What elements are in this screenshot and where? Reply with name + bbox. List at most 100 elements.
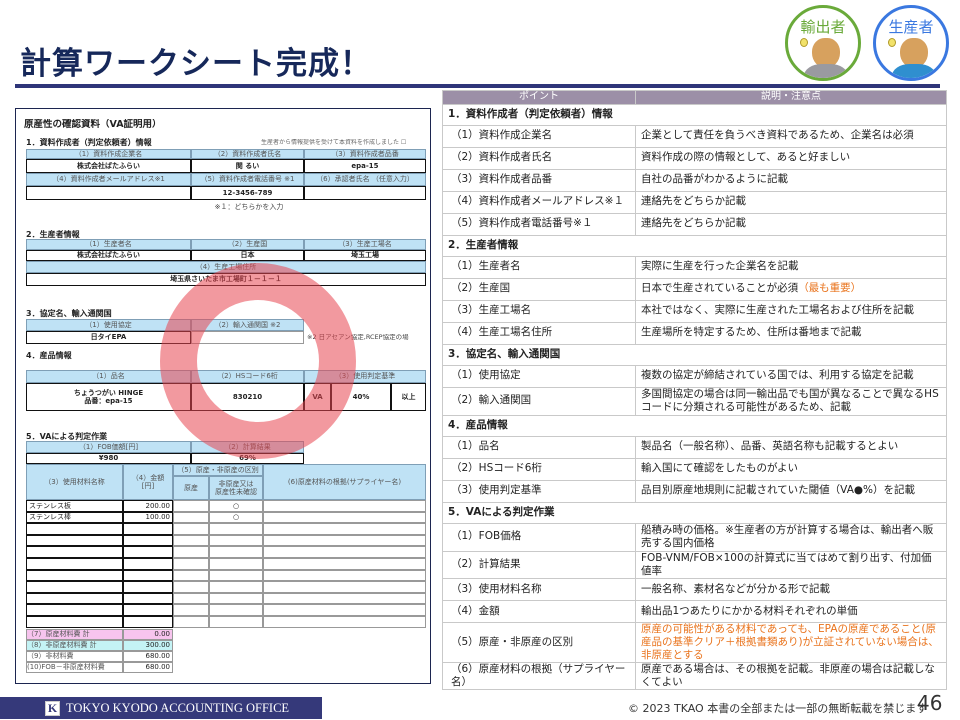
- material-name: [26, 592, 123, 605]
- description-text: 一般名称、素材名などが分かる形で記載: [641, 582, 830, 595]
- description-text: 生産場所を特定するため、住所は番地まで記載: [641, 326, 862, 339]
- suit-icon: [804, 64, 848, 78]
- exporter-label: 輸出者: [800, 18, 846, 36]
- s1-note: 生産者から情報提供を受けて本資料を作成しました ☐: [261, 139, 407, 146]
- ws-value: epa-15: [304, 159, 426, 173]
- originating-mark: [173, 500, 209, 512]
- point-cell: （3）資料作成者品番: [442, 168, 636, 192]
- description-cell: 連絡先をどちらか記載: [635, 212, 947, 236]
- material-name: [26, 569, 123, 582]
- ws-value: 埼玉工場: [304, 250, 426, 261]
- material-amount: [123, 558, 173, 570]
- material-name: [26, 534, 123, 547]
- description-cell: 多国間協定の場合は同一輸出品でも国が異なることで異なるHSコードに分類される可能…: [635, 386, 947, 416]
- description-text: 実際に生産を行った企業名を記載: [641, 260, 799, 273]
- worksheet-image: 原産性の確認資料（VA証明用） 1．資料作成者（判定依頼者）情報 生産者から情報…: [15, 108, 431, 684]
- table-row: （1）生産者名 実際に生産を行った企業名を記載: [442, 255, 947, 279]
- basis-value: [263, 581, 426, 593]
- material-amount: 100.00: [123, 511, 173, 524]
- description-text: 輸入国にて確認をしたものがよい: [641, 462, 798, 475]
- worksheet-title: 原産性の確認資料（VA証明用）: [24, 119, 162, 130]
- table-row: （1）FOB価格 船積み時の価格。※生産者の方が計算する場合は、輸出者へ販売する国…: [442, 522, 947, 552]
- originating-mark: [173, 534, 209, 547]
- non-originating-mark: [209, 581, 263, 593]
- ws-value: 日本: [191, 250, 304, 261]
- hs-code-value: 830210: [191, 383, 304, 411]
- table-row: （5）資料作成者電話番号※１ 連絡先をどちらか記載: [442, 212, 947, 236]
- col-non-originating: 非原産又は 原産性未確認: [209, 476, 263, 500]
- total-value: 680.00: [123, 651, 173, 662]
- col-amount: （4）金額 [円]: [123, 464, 173, 500]
- material-amount: [123, 534, 173, 547]
- ws-header: （2）計算結果: [191, 441, 304, 453]
- ws-header: （3）資料作成者品番: [304, 149, 426, 159]
- ws-header: （2）資料作成者氏名: [191, 149, 304, 159]
- basis-value: [263, 546, 426, 558]
- point-cell: （2）輸入通関国: [442, 386, 636, 416]
- description-text: 品目別原産地規則に記載されていた閾値（VA●%）を記載: [641, 484, 916, 497]
- section-row: 4．産品情報: [442, 414, 947, 437]
- description-text: 原産である場合は、その根拠を記載。非原産の場合は記載しなくてよい: [641, 663, 935, 689]
- basis-value: [263, 604, 426, 616]
- ws-header: （4）生産工場住所: [26, 261, 426, 273]
- description-text: 資料作成の際の情報として、あると好ましい: [641, 151, 851, 164]
- table-row: （3）使用判定基準 品目別原産地規則に記載されていた閾値（VA●%）を記載: [442, 479, 947, 503]
- point-cell: （1）生産者名: [442, 255, 636, 279]
- description-cell: 複数の協定が締結されている国では、利用する協定を記載: [635, 364, 947, 388]
- import-country-value: [191, 331, 304, 344]
- kangaroo-mascot-icon: [812, 38, 840, 68]
- description-text: 本社ではなく、実際に生産された工場名および住所を記載: [641, 304, 914, 317]
- ws-header: （2）HSコード6桁: [191, 370, 304, 383]
- description-cell: 日本で生産されていることが必須（最も重要）: [635, 277, 947, 301]
- material-name: [26, 581, 123, 593]
- threshold-value: 40%: [331, 383, 391, 411]
- non-originating-mark: ○: [209, 511, 263, 524]
- table-row: （6）原産材料の根拠（サプライヤー名） 原産である場合は、その根拠を記載。非原産の…: [442, 662, 947, 691]
- table-row: （1）使用協定 複数の協定が締結されている国では、利用する協定を記載: [442, 364, 947, 388]
- originating-mark: [173, 581, 209, 593]
- table-row: （3）生産工場名 本社ではなく、実際に生産された工場名および住所を記載: [442, 299, 947, 323]
- description-text: 連絡先をどちらか記載: [641, 195, 746, 208]
- point-cell: （2）計算結果: [442, 550, 636, 579]
- lightbulb-icon: [800, 38, 808, 47]
- ws-header: （1）品名: [26, 370, 191, 383]
- table-row: （2）計算結果 FOB-VNM/FOB×100の計算式に当てはめて割り出す、付加価…: [442, 550, 947, 579]
- description-cell: 輸出品1つあたりにかかる材料それぞれの単価: [635, 599, 947, 623]
- description-cell: 実際に生産を行った企業名を記載: [635, 255, 947, 279]
- description-text: 多国間協定の場合は同一輸出品でも国が異なることで異なるHSコードに分類される可能…: [641, 387, 939, 413]
- material-name: [26, 558, 123, 570]
- point-cell: （1）FOB価格: [442, 522, 636, 552]
- point-cell: （1）資料作成企業名: [442, 124, 636, 148]
- originating-mark: [173, 604, 209, 616]
- product-number: 品番：epa-15: [84, 397, 133, 405]
- header-point: ポイント: [442, 90, 636, 105]
- ws-header: （1）生産者名: [26, 239, 191, 250]
- table-row: （2）生産国 日本で生産されていることが必須（最も重要）: [442, 277, 947, 301]
- section-row: 1．資料作成者（判定依頼者）情報: [442, 103, 947, 126]
- ws-header: （1）使用協定: [26, 319, 191, 331]
- material-name: [26, 546, 123, 558]
- material-name: [26, 523, 123, 535]
- material-amount: 200.00: [123, 500, 173, 512]
- basis-value: [263, 592, 426, 605]
- header-description: 説明・注意点: [635, 90, 947, 105]
- copyright: © 2023 TKAO 本書の全部または一部の無断転載を禁じます: [628, 702, 928, 715]
- non-originating-mark: [209, 592, 263, 605]
- exporter-badge: 輸出者: [785, 5, 861, 81]
- description-text: 輸出品1つあたりにかかる材料それぞれの単価: [641, 604, 858, 617]
- point-cell: （4）生産工場名住所: [442, 321, 636, 345]
- ws-header: （1）FOB価額[円]: [26, 441, 191, 453]
- table-row: （2）輸入通関国 多国間協定の場合は同一輸出品でも国が異なることで異なるHSコード…: [442, 386, 947, 416]
- originating-mark: [173, 523, 209, 535]
- ws-header: （1）資料作成企業名: [26, 149, 191, 159]
- description-text: 原産の可能性がある材料であっても、EPAの原産であること(原産品の基準クリア＋根…: [641, 622, 939, 661]
- point-cell: （1）品名: [442, 435, 636, 459]
- table-row: （1）資料作成企業名 企業として責任を負うべき資料であるため、企業名は必須: [442, 124, 947, 148]
- lightbulb-icon: [888, 38, 896, 47]
- point-cell: （3）使用材料名称: [442, 577, 636, 601]
- originating-mark: [173, 546, 209, 558]
- non-originating-mark: [209, 569, 263, 582]
- originating-mark: [173, 558, 209, 570]
- point-cell: （4）資料作成者メールアドレス※１: [442, 190, 636, 214]
- ws-header: （2）輸入通関国 ※2: [191, 319, 304, 331]
